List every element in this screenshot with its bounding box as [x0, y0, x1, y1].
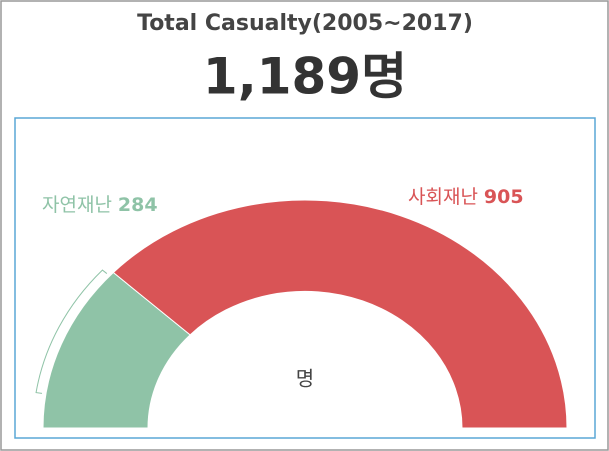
- segment-name: 사회재난: [408, 186, 478, 208]
- chart-title: Total Casualty(2005~2017): [137, 11, 473, 36]
- segment-value: 284: [118, 194, 158, 216]
- segment-name: 자연재난: [42, 194, 112, 216]
- center-label: 명: [296, 367, 314, 391]
- segment-value: 905: [484, 186, 524, 208]
- chart-frame: [14, 117, 596, 439]
- total-label: 1,189명: [203, 48, 407, 106]
- label-bracket: [35, 269, 108, 394]
- segment-label: 자연재난 284: [42, 194, 158, 216]
- segment: [112, 199, 568, 429]
- segment-label: 사회재난 905: [408, 186, 524, 208]
